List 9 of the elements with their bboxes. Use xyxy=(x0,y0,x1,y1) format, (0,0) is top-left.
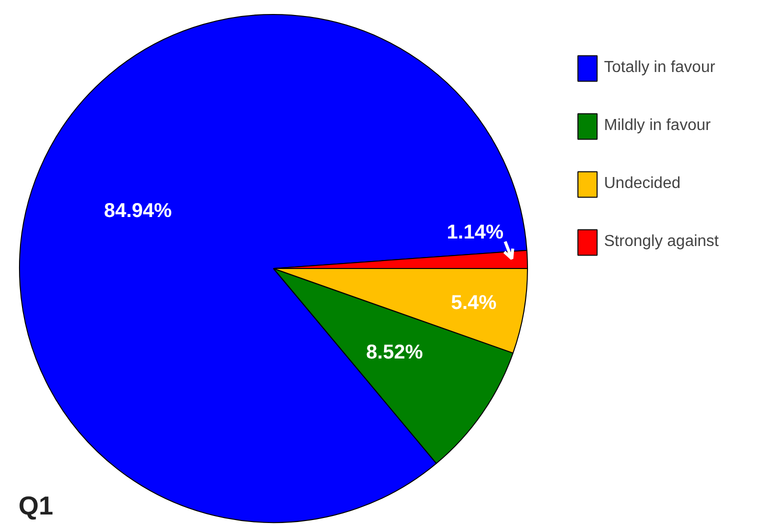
legend-label: Undecided xyxy=(604,175,680,193)
legend-label: Strongly against xyxy=(604,233,719,251)
legend-label: Mildly in favour xyxy=(604,117,711,135)
legend-label: Totally in favour xyxy=(604,59,716,77)
data-label: 84.94% xyxy=(104,200,172,222)
text: Q1 xyxy=(18,490,54,520)
data-label: 5.4% xyxy=(450,292,497,314)
data-label: 1.14% xyxy=(446,222,504,244)
data-label: 8.52% xyxy=(366,342,424,364)
